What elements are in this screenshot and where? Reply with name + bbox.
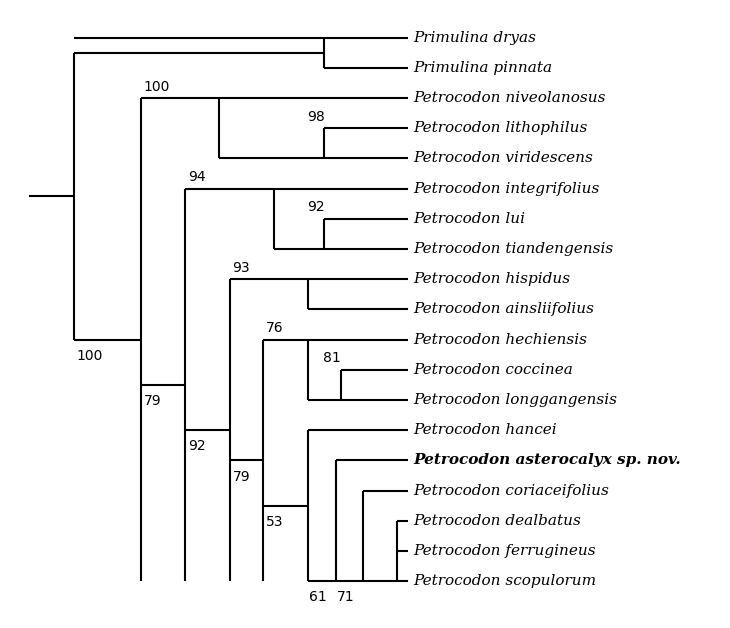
Text: 79: 79 [232,470,250,484]
Text: Petrocodon ferrugineus: Petrocodon ferrugineus [413,544,596,558]
Text: 71: 71 [337,590,354,604]
Text: 81: 81 [323,351,341,365]
Text: 93: 93 [232,261,250,274]
Text: Petrocodon niveolanosus: Petrocodon niveolanosus [413,91,606,105]
Text: Petrocodon scopulorum: Petrocodon scopulorum [413,574,596,588]
Text: Petrocodon lui: Petrocodon lui [413,212,526,226]
Text: 92: 92 [188,440,206,453]
Text: Primulina dryas: Primulina dryas [413,31,537,45]
Text: Petrocodon dealbatus: Petrocodon dealbatus [413,514,581,528]
Text: Petrocodon hechiensis: Petrocodon hechiensis [413,333,588,347]
Text: Petrocodon hancei: Petrocodon hancei [413,423,557,437]
Text: 94: 94 [188,170,206,184]
Text: 61: 61 [309,590,326,604]
Text: 76: 76 [266,321,283,335]
Text: Petrocodon lithophilus: Petrocodon lithophilus [413,121,588,135]
Text: Petrocodon ainsliifolius: Petrocodon ainsliifolius [413,303,594,317]
Text: 92: 92 [307,200,324,214]
Text: Petrocodon hispidus: Petrocodon hispidus [413,273,571,286]
Text: 98: 98 [307,110,324,124]
Text: 53: 53 [266,515,283,529]
Text: Petrocodon integrifolius: Petrocodon integrifolius [413,181,600,196]
Text: Petrocodon asterocalyx sp. nov.: Petrocodon asterocalyx sp. nov. [413,453,681,467]
Text: Petrocodon coriaceifolius: Petrocodon coriaceifolius [413,484,610,498]
Text: Petrocodon tiandengensis: Petrocodon tiandengensis [413,242,614,256]
Text: Petrocodon coccinea: Petrocodon coccinea [413,363,573,377]
Text: 100: 100 [77,349,103,363]
Text: 79: 79 [143,394,161,408]
Text: Primulina pinnata: Primulina pinnata [413,61,553,75]
Text: Petrocodon viridescens: Petrocodon viridescens [413,151,593,165]
Text: 100: 100 [143,80,170,94]
Text: Petrocodon longgangensis: Petrocodon longgangensis [413,393,618,407]
